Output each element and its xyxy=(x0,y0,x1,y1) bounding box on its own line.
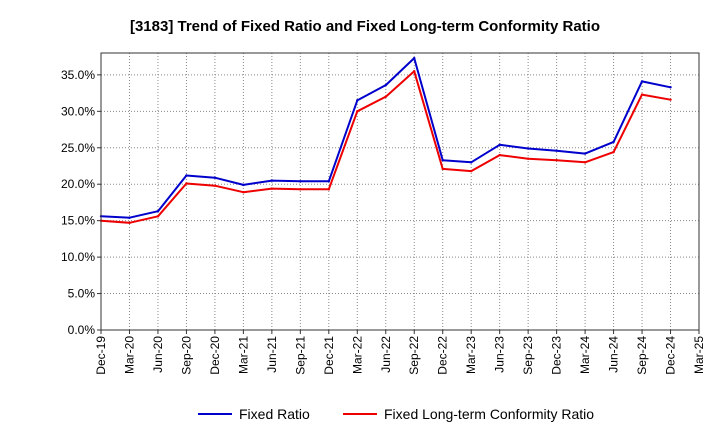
series-0-point xyxy=(327,180,331,183)
series-0-point xyxy=(299,180,302,183)
series-1-point xyxy=(128,221,131,225)
plot-area-frame xyxy=(100,52,700,331)
legend: Fixed Ratio Fixed Long-term Conformity Ra… xyxy=(198,406,594,422)
series-0-point xyxy=(213,176,217,179)
series-1-point xyxy=(669,98,672,101)
series-1-point xyxy=(213,184,217,187)
x-tick-label: Mar-20 xyxy=(122,336,136,374)
series-1-point xyxy=(270,187,274,190)
series-0-point xyxy=(583,152,587,155)
series-1-point xyxy=(327,188,331,191)
y-tick-label: 25.0% xyxy=(61,141,95,155)
y-tick-label: 30.0% xyxy=(61,104,95,118)
legend-item: Fixed Long-term Conformity Ratio xyxy=(343,406,594,422)
series-1-point xyxy=(413,70,416,73)
x-tick-label: Sep-20 xyxy=(179,336,193,375)
legend-label: Fixed Long-term Conformity Ratio xyxy=(384,406,594,422)
series-1-point xyxy=(498,153,501,157)
series-1-point xyxy=(156,215,160,218)
series-1-point xyxy=(526,157,530,160)
series-0-point xyxy=(526,147,530,150)
x-tick-label: Mar-21 xyxy=(236,336,250,374)
series-0-point xyxy=(612,140,615,144)
y-axis: 0.0% 5.0% 10.0% 15.0% 20.0% 25.0% 30.0% 35.0% xyxy=(61,68,101,337)
legend-item: Fixed Ratio xyxy=(198,406,310,422)
series-0-point xyxy=(185,174,188,177)
series-1-point xyxy=(299,188,302,191)
series-1-point xyxy=(242,191,245,194)
series-0-point xyxy=(498,143,501,147)
y-tick-label: 0.0% xyxy=(68,323,96,337)
series-1-point xyxy=(640,93,644,96)
x-tick-label: Dec-23 xyxy=(550,336,564,375)
x-tick-label: Mar-24 xyxy=(578,336,592,374)
x-tick-label: Dec-24 xyxy=(664,336,678,375)
series-1-point xyxy=(583,161,587,164)
series-0-point xyxy=(270,179,274,182)
grid xyxy=(100,53,700,331)
series-1-point xyxy=(555,158,558,162)
series-0-point xyxy=(156,209,160,213)
legend-label: Fixed Ratio xyxy=(239,406,310,422)
series-0-point xyxy=(441,158,444,162)
x-tick-label: Mar-22 xyxy=(350,336,364,374)
series-0-point xyxy=(669,86,672,89)
x-tick-label: Jun-23 xyxy=(493,336,507,373)
x-tick-label: Jun-22 xyxy=(379,336,393,373)
x-tick-label: Dec-21 xyxy=(322,336,336,375)
x-tick-label: Dec-19 xyxy=(94,336,108,375)
chart-title: [3183] Trend of Fixed Ratio and Fixed Lo… xyxy=(130,18,600,35)
y-tick-label: 35.0% xyxy=(61,68,95,82)
y-tick-label: 20.0% xyxy=(61,177,95,191)
series-1-point xyxy=(384,95,387,98)
x-tick-label: Sep-21 xyxy=(293,336,307,375)
series-1-point xyxy=(441,167,444,171)
x-tick-label: Sep-22 xyxy=(407,336,421,375)
series-1-point xyxy=(612,150,615,154)
x-tick-label: Sep-24 xyxy=(635,336,649,375)
x-tick-label: Mar-25 xyxy=(692,336,706,374)
series-1-point xyxy=(469,169,473,173)
x-tick-label: Jun-20 xyxy=(151,336,165,373)
x-axis: Dec-19 Mar-20 Jun-20 Sep-20 Dec-20 Mar-21 Jun-… xyxy=(94,330,706,375)
series-0-point xyxy=(242,183,245,187)
x-tick-label: Jun-24 xyxy=(607,336,621,373)
y-tick-label: 5.0% xyxy=(68,287,96,301)
x-tick-label: Mar-23 xyxy=(464,336,478,374)
series-0-point xyxy=(469,161,473,164)
series-1-point xyxy=(185,182,188,185)
x-tick-label: Sep-23 xyxy=(521,336,535,375)
series-0-point xyxy=(413,56,416,60)
y-tick-label: 15.0% xyxy=(61,214,95,228)
x-tick-label: Dec-20 xyxy=(208,336,222,375)
plot-series xyxy=(99,56,672,225)
series-1-point xyxy=(356,110,359,113)
series-0-point xyxy=(128,216,131,219)
series-0-point xyxy=(356,99,359,102)
y-tick-label: 10.0% xyxy=(61,250,95,264)
series-0-point xyxy=(640,80,644,83)
x-tick-label: Dec-22 xyxy=(436,336,450,375)
series-0-point xyxy=(384,83,387,87)
series-0-point xyxy=(555,149,558,152)
x-tick-label: Jun-21 xyxy=(265,336,279,373)
